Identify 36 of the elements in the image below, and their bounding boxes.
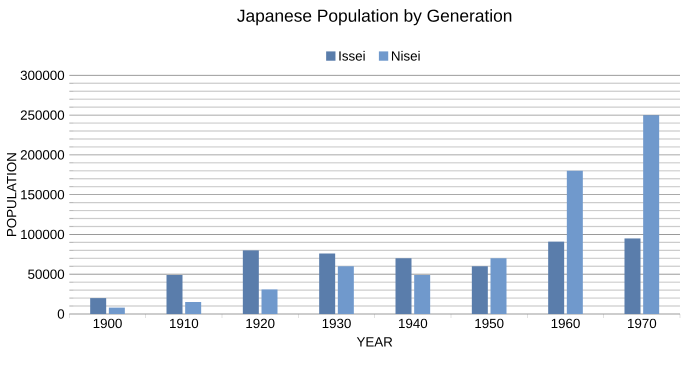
x-tick-label: 1940 xyxy=(399,318,428,328)
bar xyxy=(108,308,125,314)
bar xyxy=(262,289,278,314)
y-tick-label: 150000 xyxy=(21,190,64,200)
bar xyxy=(566,170,583,314)
legend-label: Nisei xyxy=(392,50,420,61)
bar xyxy=(472,266,488,314)
x-tick-label: 1900 xyxy=(94,318,122,328)
x-tick-label: 1930 xyxy=(322,318,351,328)
bar xyxy=(166,275,183,314)
x-axis-title: YEAR xyxy=(356,337,392,346)
bar xyxy=(643,115,660,314)
x-tick-label: 1960 xyxy=(552,318,580,328)
chart-title: Japanese Population by Generation xyxy=(237,9,512,26)
y-tick-label: 200000 xyxy=(20,150,64,160)
y-tick-label: 50000 xyxy=(28,269,64,279)
bar xyxy=(548,242,564,314)
bar xyxy=(185,302,202,314)
bar xyxy=(396,258,412,314)
bar xyxy=(242,250,259,314)
x-tick-label: 1970 xyxy=(628,318,656,328)
y-tick-label: 250000 xyxy=(20,110,64,120)
x-tick-label: 1920 xyxy=(246,318,274,328)
bar xyxy=(414,275,430,314)
legend-label: Issei xyxy=(339,50,365,61)
bar xyxy=(338,266,354,314)
y-tick-label: 100000 xyxy=(21,230,64,240)
y-tick-label: 300000 xyxy=(20,70,64,80)
bar xyxy=(319,254,336,314)
bar xyxy=(90,298,106,314)
bar xyxy=(490,258,506,314)
x-tick-label: 1950 xyxy=(475,318,504,328)
y-axis-title: POPULATION xyxy=(6,153,16,236)
y-tick-label: 0 xyxy=(58,309,64,319)
bar xyxy=(624,238,640,314)
x-tick-label: 1910 xyxy=(170,318,198,328)
